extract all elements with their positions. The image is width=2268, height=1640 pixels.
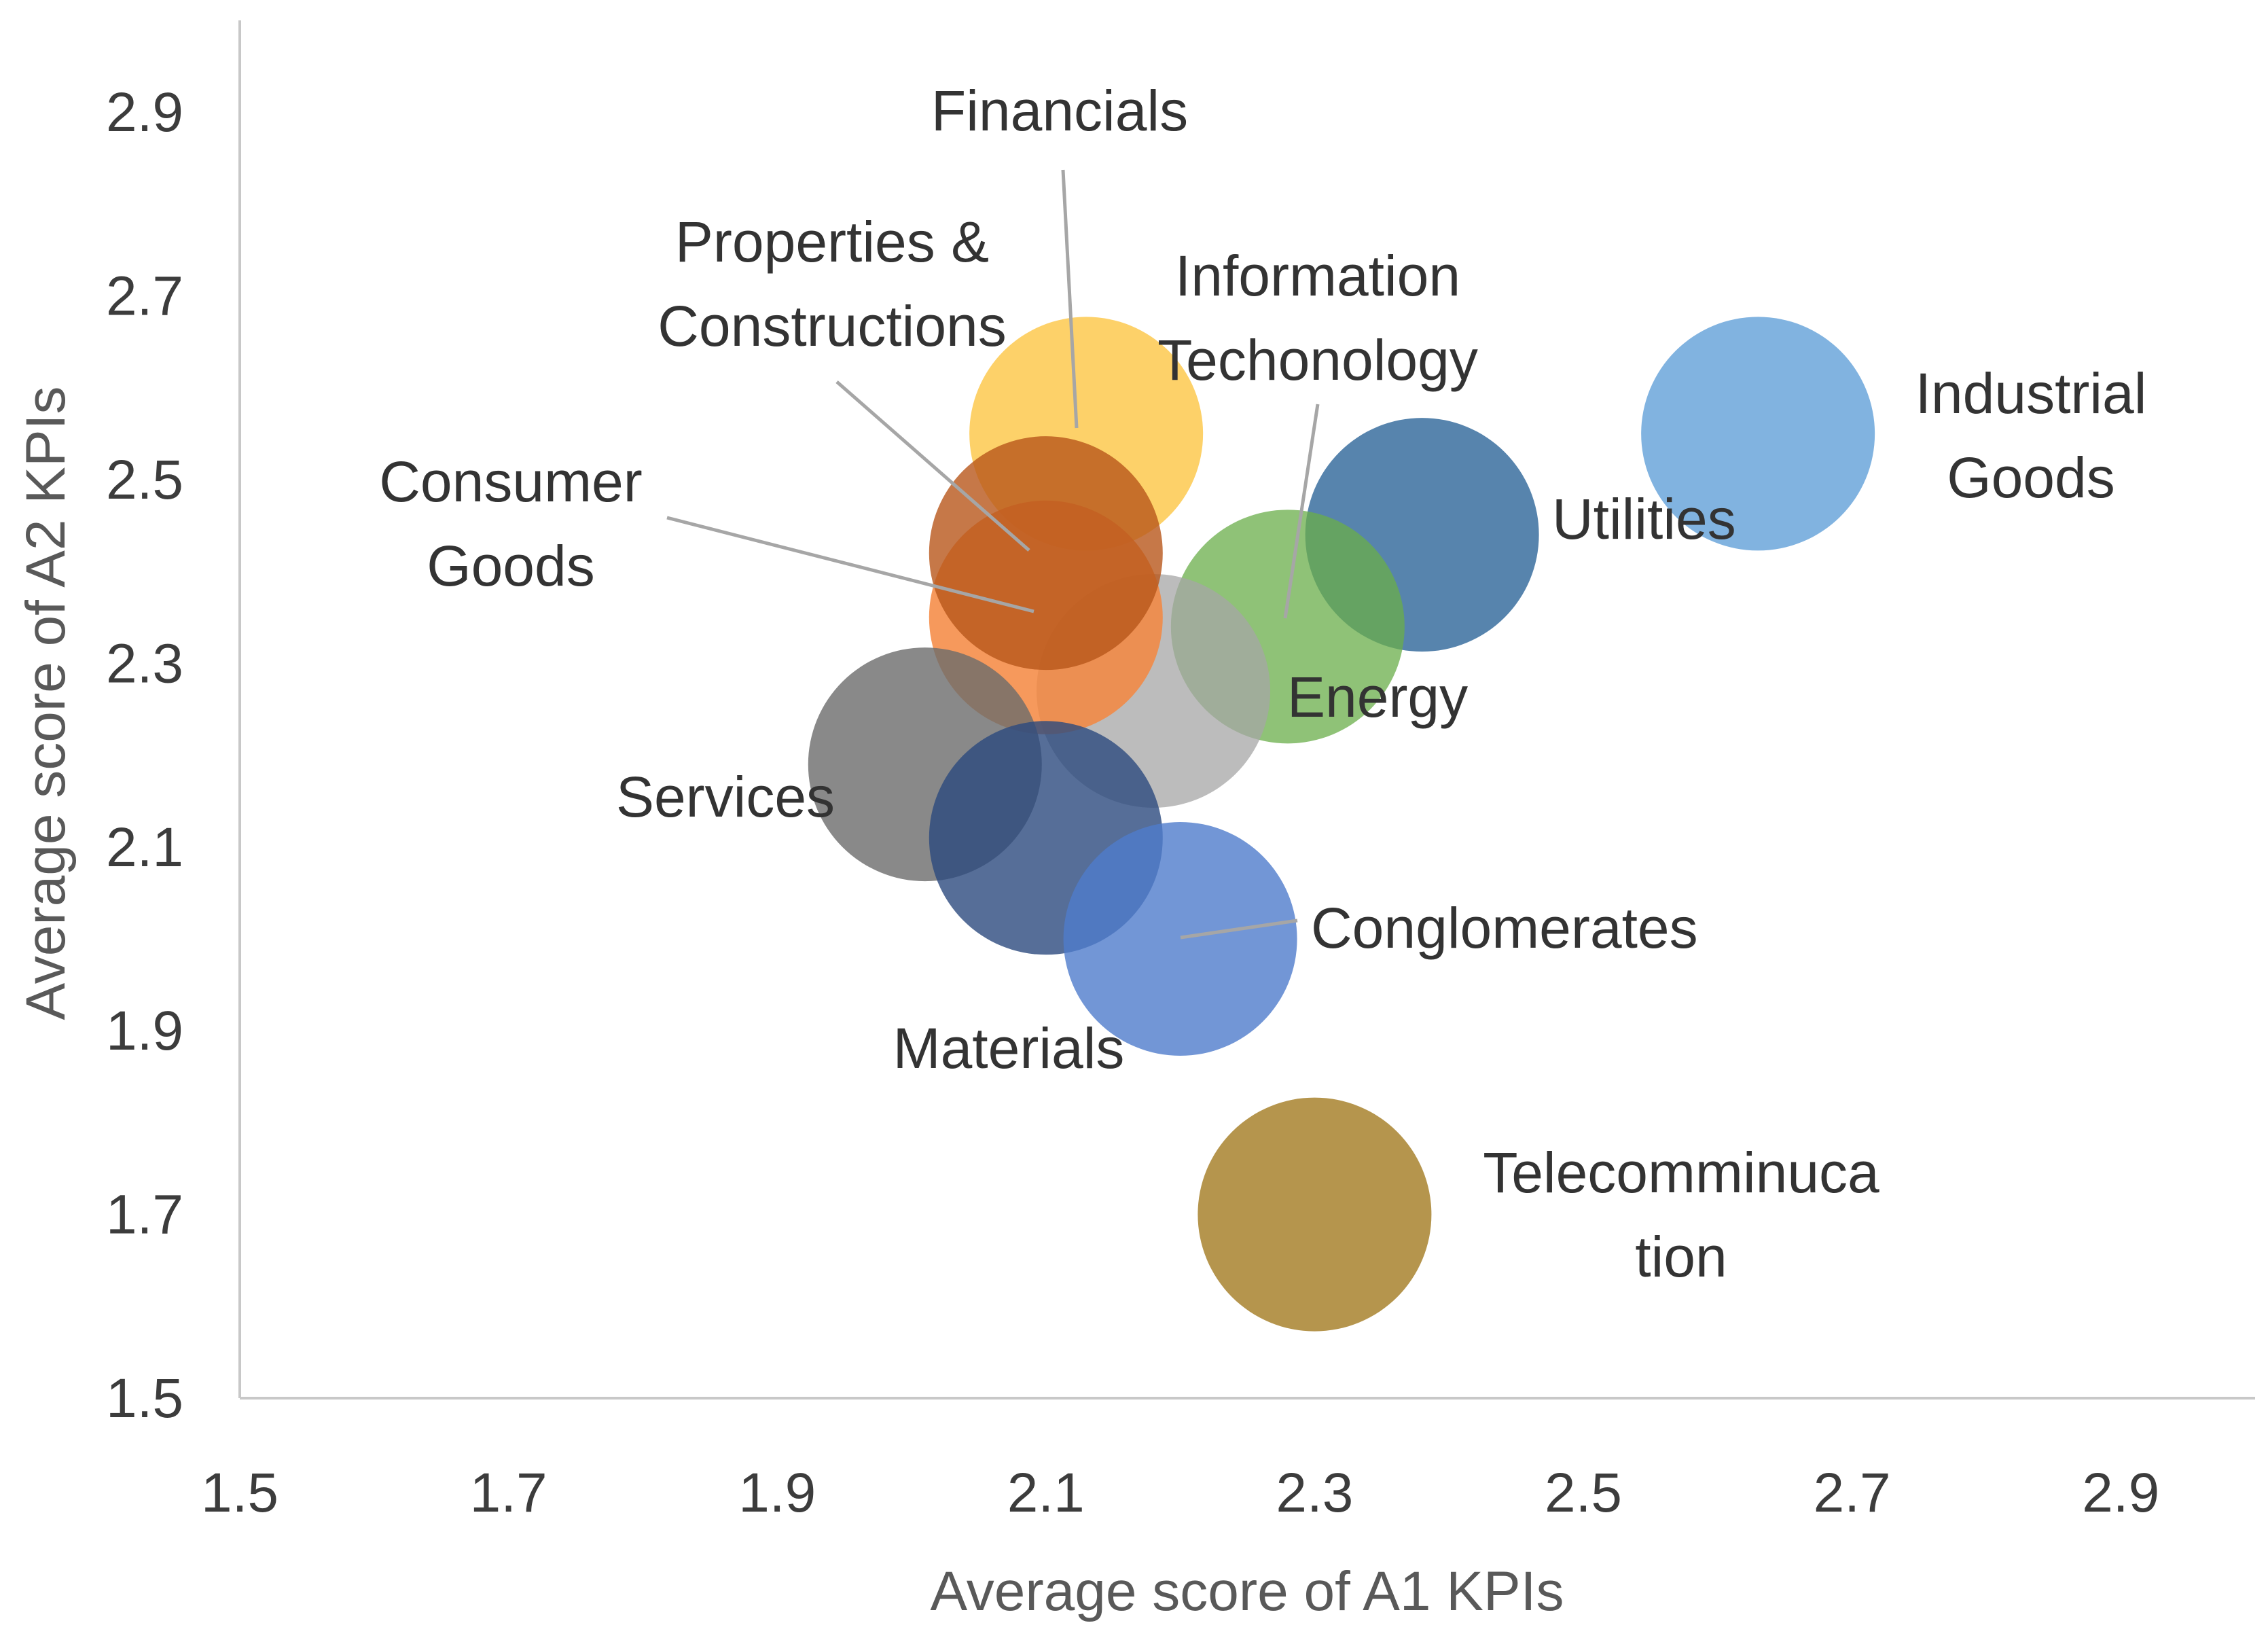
leader-line-consumer-goods	[666, 516, 1034, 613]
x-tick-label: 2.3	[1276, 1462, 1353, 1524]
bubble-label-information-techonology: Information Techonology	[1157, 244, 1478, 392]
y-tick-label: 2.7	[106, 266, 183, 327]
leader-line-financials	[1061, 169, 1079, 429]
x-tick-label: 1.7	[470, 1462, 547, 1524]
bubble-label-consumer-goods: Consumer Goods	[379, 450, 642, 598]
y-tick-label: 2.5	[106, 449, 183, 511]
bubble-label-telecomminucation: Telecomminuca tion	[1483, 1141, 1879, 1289]
y-axis-title: Average score of A2 KPIs	[15, 387, 77, 1020]
bubble-labels: Financials Industrial Goods Utilities Energy…	[379, 79, 2146, 1289]
y-tick-label: 2.3	[106, 632, 183, 694]
axes	[238, 20, 2255, 1400]
bubble-label-materials: Materials	[893, 1016, 1125, 1080]
bubble-conglomerates	[1063, 822, 1297, 1056]
x-tick-label: 2.5	[1545, 1462, 1622, 1524]
bubble-label-properties-and-constructions: Properties & Constructions	[658, 210, 1007, 358]
leader-lines	[666, 169, 1320, 940]
x-tick-label: 2.1	[1007, 1462, 1085, 1524]
y-tick-labels: 1.5 1.7 1.9 2.1 2.3 2.5 2.7 2.9	[106, 82, 183, 1429]
bubble-label-utilities: Utilities	[1552, 487, 1736, 551]
bubble-label-financials: Financials	[931, 79, 1188, 143]
bubble-telecomminucation	[1198, 1097, 1432, 1332]
leader-line-information-techonology	[1283, 404, 1320, 619]
x-tick-label: 1.9	[738, 1462, 816, 1524]
leader-line-properties-and-constructions	[835, 380, 1030, 552]
x-axis-title: Average score of A1 KPIs	[931, 1561, 1564, 1622]
bubble-label-energy: Energy	[1287, 665, 1468, 729]
bubble-label-industrial-goods: Industrial Goods	[1915, 361, 2147, 510]
x-tick-label: 1.5	[201, 1462, 278, 1524]
bubble-label-services: Services	[616, 765, 835, 829]
y-tick-label: 1.7	[106, 1184, 183, 1246]
y-tick-label: 1.9	[106, 1000, 183, 1062]
y-tick-label: 1.5	[106, 1368, 183, 1429]
bubble-industrial-goods	[1641, 317, 1875, 551]
y-tick-label: 2.9	[106, 82, 183, 143]
bubbles	[808, 317, 1875, 1332]
x-tick-label: 2.9	[2082, 1462, 2159, 1524]
y-tick-label: 2.1	[106, 817, 183, 878]
leader-line-conglomerates	[1180, 919, 1298, 940]
bubble-properties-and-constructions	[929, 436, 1163, 671]
bubble-label-conglomerates: Conglomerates	[1311, 896, 1698, 960]
x-tick-label: 2.7	[1814, 1462, 1891, 1524]
x-tick-labels: 1.5 1.7 1.9 2.1 2.3 2.5 2.7 2.9	[201, 1462, 2159, 1524]
